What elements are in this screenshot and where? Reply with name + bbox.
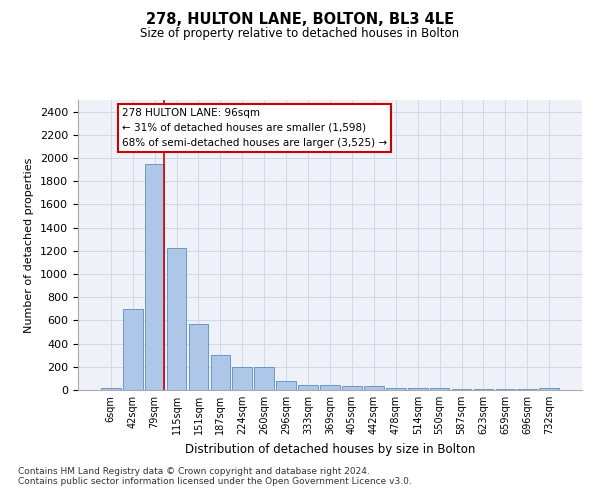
Y-axis label: Number of detached properties: Number of detached properties bbox=[25, 158, 34, 332]
Bar bbox=[232, 367, 252, 390]
Bar bbox=[408, 388, 428, 390]
Bar bbox=[430, 388, 449, 390]
Bar bbox=[539, 388, 559, 390]
Text: Contains HM Land Registry data © Crown copyright and database right 2024.: Contains HM Land Registry data © Crown c… bbox=[18, 468, 370, 476]
Bar bbox=[342, 386, 362, 390]
Bar bbox=[386, 388, 406, 390]
Bar bbox=[320, 386, 340, 390]
Bar bbox=[298, 385, 318, 390]
Text: 278, HULTON LANE, BOLTON, BL3 4LE: 278, HULTON LANE, BOLTON, BL3 4LE bbox=[146, 12, 454, 28]
Bar bbox=[211, 354, 230, 390]
Text: Size of property relative to detached houses in Bolton: Size of property relative to detached ho… bbox=[140, 28, 460, 40]
Bar bbox=[145, 164, 164, 390]
Text: Distribution of detached houses by size in Bolton: Distribution of detached houses by size … bbox=[185, 442, 475, 456]
Bar bbox=[101, 388, 121, 390]
Bar bbox=[276, 380, 296, 390]
Bar bbox=[254, 367, 274, 390]
Bar bbox=[167, 248, 187, 390]
Text: 278 HULTON LANE: 96sqm
← 31% of detached houses are smaller (1,598)
68% of semi-: 278 HULTON LANE: 96sqm ← 31% of detached… bbox=[122, 108, 387, 148]
Text: Contains public sector information licensed under the Open Government Licence v3: Contains public sector information licen… bbox=[18, 478, 412, 486]
Bar bbox=[188, 324, 208, 390]
Bar bbox=[123, 309, 143, 390]
Bar bbox=[364, 386, 384, 390]
